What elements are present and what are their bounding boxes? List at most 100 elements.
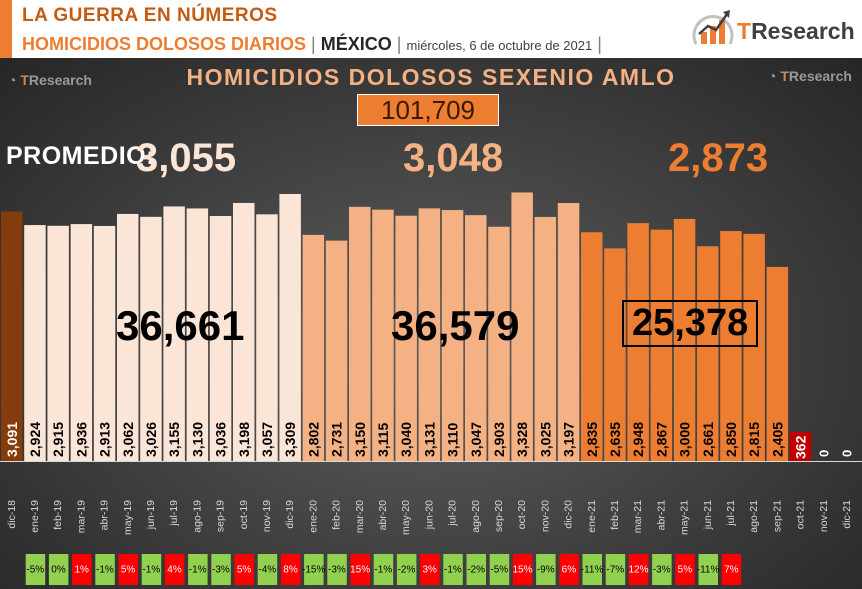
pct-change-label: 0%	[51, 565, 66, 576]
header-separator: |	[597, 34, 602, 54]
bar-value-label: 3,130	[189, 422, 205, 457]
bar-value-label: 3,062	[120, 422, 136, 457]
category-label: ago-20	[470, 500, 482, 533]
bar-value-label: 2,802	[305, 422, 321, 457]
category-label: jul-20	[447, 500, 459, 527]
bar-value-label: 3,110	[445, 423, 461, 457]
bar-value-label: 2,915	[50, 422, 66, 457]
average-label: PROMEDIO:	[6, 142, 155, 170]
category-label: mar-21	[632, 500, 644, 533]
bar	[441, 210, 464, 461]
header-country: MÉXICO	[320, 34, 392, 54]
bar-value-label: 3,150	[352, 422, 368, 457]
pct-change-cell	[25, 554, 46, 585]
bar-value-label: 3,091	[4, 422, 20, 457]
pct-change-label: -4%	[258, 565, 276, 576]
bar-value-label: 3,115	[375, 423, 391, 457]
pct-change-label: 15%	[512, 565, 532, 576]
chart-title: HOMICIDIOS DOLOSOS SEXENIO AMLO	[186, 64, 676, 90]
category-label: oct-19	[238, 500, 250, 529]
bar-value-label: 2,835	[584, 422, 600, 457]
pct-change-cell	[536, 554, 556, 585]
pct-change-cell	[721, 554, 742, 585]
bar	[186, 208, 209, 461]
pct-change-label: 7%	[724, 565, 739, 576]
bar	[534, 216, 557, 461]
category-label: dic-20	[563, 500, 575, 529]
bar	[93, 225, 116, 461]
category-label: ago-21	[748, 500, 760, 533]
pct-change-label: -1%	[142, 565, 160, 576]
category-label: abr-20	[377, 500, 389, 531]
category-label: ago-19	[191, 500, 203, 533]
average-period-1: 3,055	[136, 136, 237, 180]
pct-change-label: 15%	[350, 565, 370, 576]
pct-change-cell	[652, 554, 672, 585]
bar-value-label: 2,924	[27, 422, 43, 457]
category-label: oct-21	[795, 500, 807, 529]
pct-change-label: -1%	[374, 565, 392, 576]
bar	[325, 240, 348, 461]
pct-change-label: -1%	[444, 565, 462, 576]
bar	[349, 206, 371, 461]
pct-change-cell	[466, 554, 486, 585]
average-period-2: 3,048	[403, 136, 504, 180]
bar-value-label: 3,309	[282, 422, 298, 457]
pct-change-cell	[605, 554, 626, 585]
pct-change-cell	[72, 554, 92, 585]
bar	[279, 194, 301, 461]
average-period-3: 2,873	[668, 136, 769, 180]
watermark-chart-icon: ◔	[8, 72, 17, 88]
chart-logo-icon	[692, 10, 734, 45]
category-label: sep-20	[493, 500, 505, 532]
category-label: may-19	[122, 500, 134, 535]
category-label: nov-19	[261, 500, 273, 532]
pct-change-cell	[396, 554, 417, 585]
bar-value-label: 3,131	[421, 422, 437, 457]
category-label: may-20	[400, 500, 412, 535]
category-label: abr-19	[99, 500, 111, 531]
bar-value-label: 3,026	[143, 422, 159, 457]
pct-change-label: -9%	[537, 565, 555, 576]
period-total-3: 25,378	[622, 300, 759, 347]
bar-value-label: 2,405	[769, 422, 785, 457]
pct-change-label: 6%	[562, 565, 577, 576]
pct-change-cell	[420, 554, 440, 585]
pct-change-cell	[675, 554, 695, 585]
pct-change-cell	[582, 554, 602, 585]
category-label: ene-20	[307, 500, 319, 533]
pct-change-cell	[141, 554, 162, 585]
bar-value-label: 3,036	[213, 422, 229, 457]
category-label: jun-19	[145, 500, 157, 530]
pct-change-cell	[559, 554, 579, 585]
pct-change-cell	[327, 554, 347, 585]
pct-change-cell	[489, 554, 510, 585]
bar	[209, 216, 232, 461]
bar	[488, 226, 510, 461]
pct-change-label: -11%	[581, 565, 604, 576]
bar	[418, 208, 441, 461]
pct-change-label: -5%	[26, 565, 44, 576]
bar-value-label: 0	[839, 450, 854, 457]
bar-value-label: 2,867	[653, 422, 669, 457]
pct-change-label: -3%	[328, 565, 346, 576]
bar	[766, 266, 789, 461]
header-subtitle: HOMICIDIOS DOLOSOS DIARIOS	[22, 34, 307, 54]
category-label: nov-21	[818, 500, 830, 532]
pct-change-cell	[95, 554, 115, 585]
category-label: sep-19	[215, 500, 227, 532]
bar	[465, 215, 487, 461]
bar-value-label: 3,000	[677, 422, 693, 457]
pct-change-cell	[211, 554, 231, 585]
bar-value-label: 2,815	[746, 422, 762, 457]
bar-value-label: 3,047	[468, 422, 484, 457]
bar-value-label: 3,198	[236, 422, 252, 457]
watermark-chart-icon: ◔	[768, 68, 777, 84]
pct-change-cell	[234, 554, 254, 585]
bar	[1, 211, 23, 461]
pct-change-label: -15%	[302, 565, 325, 576]
bar	[302, 234, 325, 461]
pct-change-label: 12%	[628, 565, 648, 576]
